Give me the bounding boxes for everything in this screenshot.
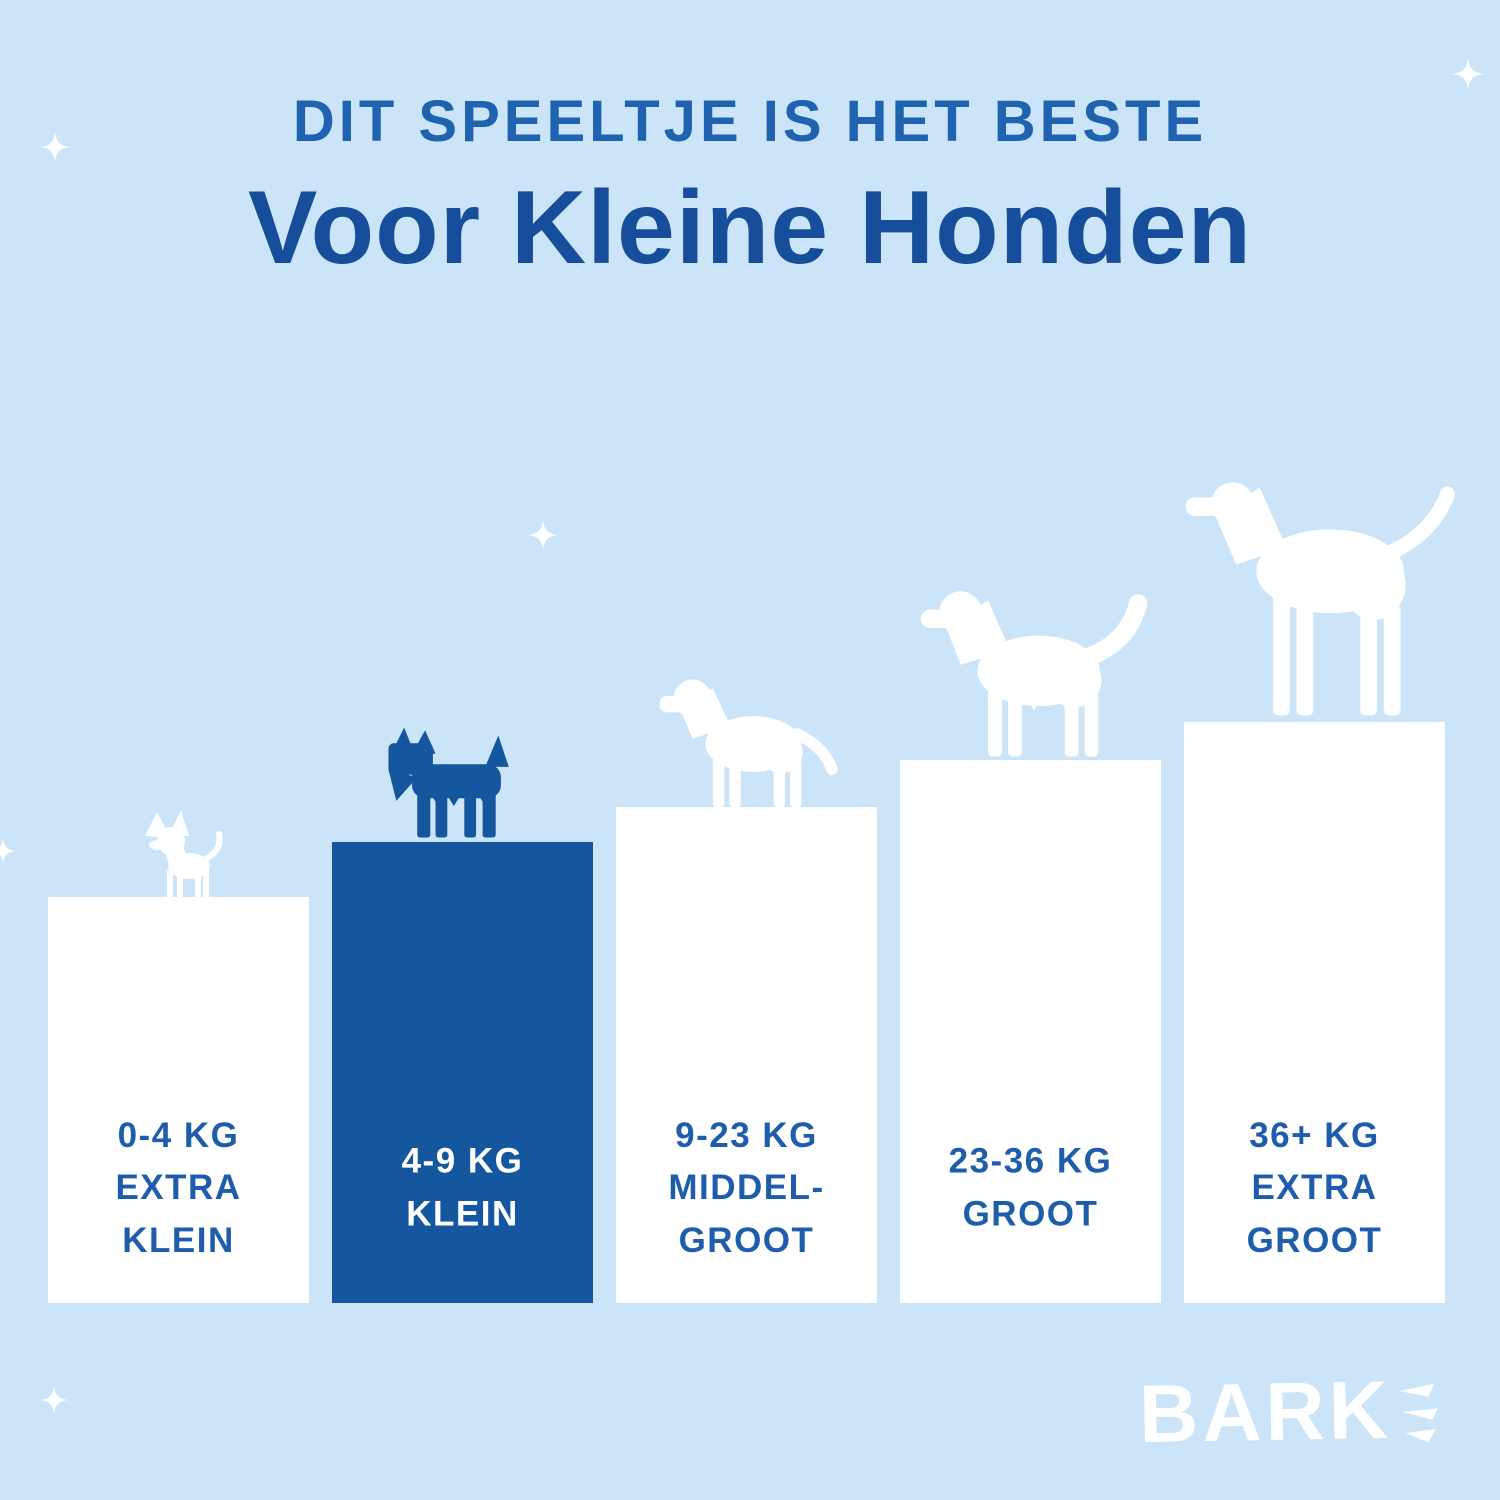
scottish-terrier-icon <box>378 725 548 845</box>
sparkle-star-icon <box>40 1386 68 1414</box>
size-name: MIDDEL- <box>668 1167 825 1207</box>
size-name: EXTRA <box>1251 1167 1378 1207</box>
bar-label: 9-23 KG MIDDEL- GROOT <box>622 1109 871 1267</box>
size-name: KLEIN <box>122 1220 235 1260</box>
sparkle-star-icon <box>528 520 558 550</box>
bar-label: 4-9 KG KLEIN <box>338 1136 587 1241</box>
bar-label: 23-36 KG GROOT <box>906 1136 1155 1241</box>
size-bar-klein-highlighted: 4-9 KG KLEIN <box>332 727 593 1303</box>
size-bar-middelgroot: 9-23 KG MIDDEL- GROOT <box>616 679 877 1303</box>
sparkle-star-icon <box>1452 58 1484 90</box>
golden-retriever-icon <box>908 579 1153 763</box>
size-name: GROOT <box>1246 1220 1383 1260</box>
labrador-icon <box>652 668 842 810</box>
title-line-1: DIT SPEELTJE IS HET BESTE <box>292 89 1208 154</box>
weight-range: 23-36 KG <box>948 1141 1113 1181</box>
size-bar-extra-klein: 0-4 KG EXTRA KLEIN <box>48 810 309 1303</box>
title-line-2: Voor Kleine Honden <box>247 170 1253 286</box>
bar-label: 36+ KG EXTRA GROOT <box>1190 1109 1439 1267</box>
sparkle-star-icon <box>0 838 16 864</box>
dog-size-bar-chart: 0-4 KG EXTRA KLEIN <box>48 481 1455 1303</box>
size-name: GROOT <box>962 1194 1099 1233</box>
weight-range: 4-9 KG <box>401 1141 524 1181</box>
weight-range: 9-23 KG <box>675 1115 818 1155</box>
sparkle-star-icon <box>40 132 70 162</box>
weight-range: 0-4 KG <box>117 1115 240 1155</box>
bark-logo: BARK <box>1138 1364 1438 1461</box>
chihuahua-icon <box>129 808 229 900</box>
size-name: EXTRA <box>115 1167 242 1207</box>
size-name: KLEIN <box>406 1194 519 1233</box>
bar-label: 0-4 KG EXTRA KLEIN <box>54 1109 303 1267</box>
weight-range: 36+ KG <box>1249 1115 1380 1155</box>
size-bar-groot: 23-36 KG GROOT <box>900 591 1161 1303</box>
bark-logo-text: BARK <box>1138 1364 1393 1461</box>
pointer-dog-icon <box>1172 474 1457 725</box>
header: DIT SPEELTJE IS HET BESTE Voor Kleine Ho… <box>0 88 1500 288</box>
size-bar-extra-groot: 36+ KG EXTRA GROOT <box>1184 481 1455 1303</box>
claw-marks-icon <box>1400 1380 1438 1446</box>
size-name: GROOT <box>678 1220 815 1260</box>
